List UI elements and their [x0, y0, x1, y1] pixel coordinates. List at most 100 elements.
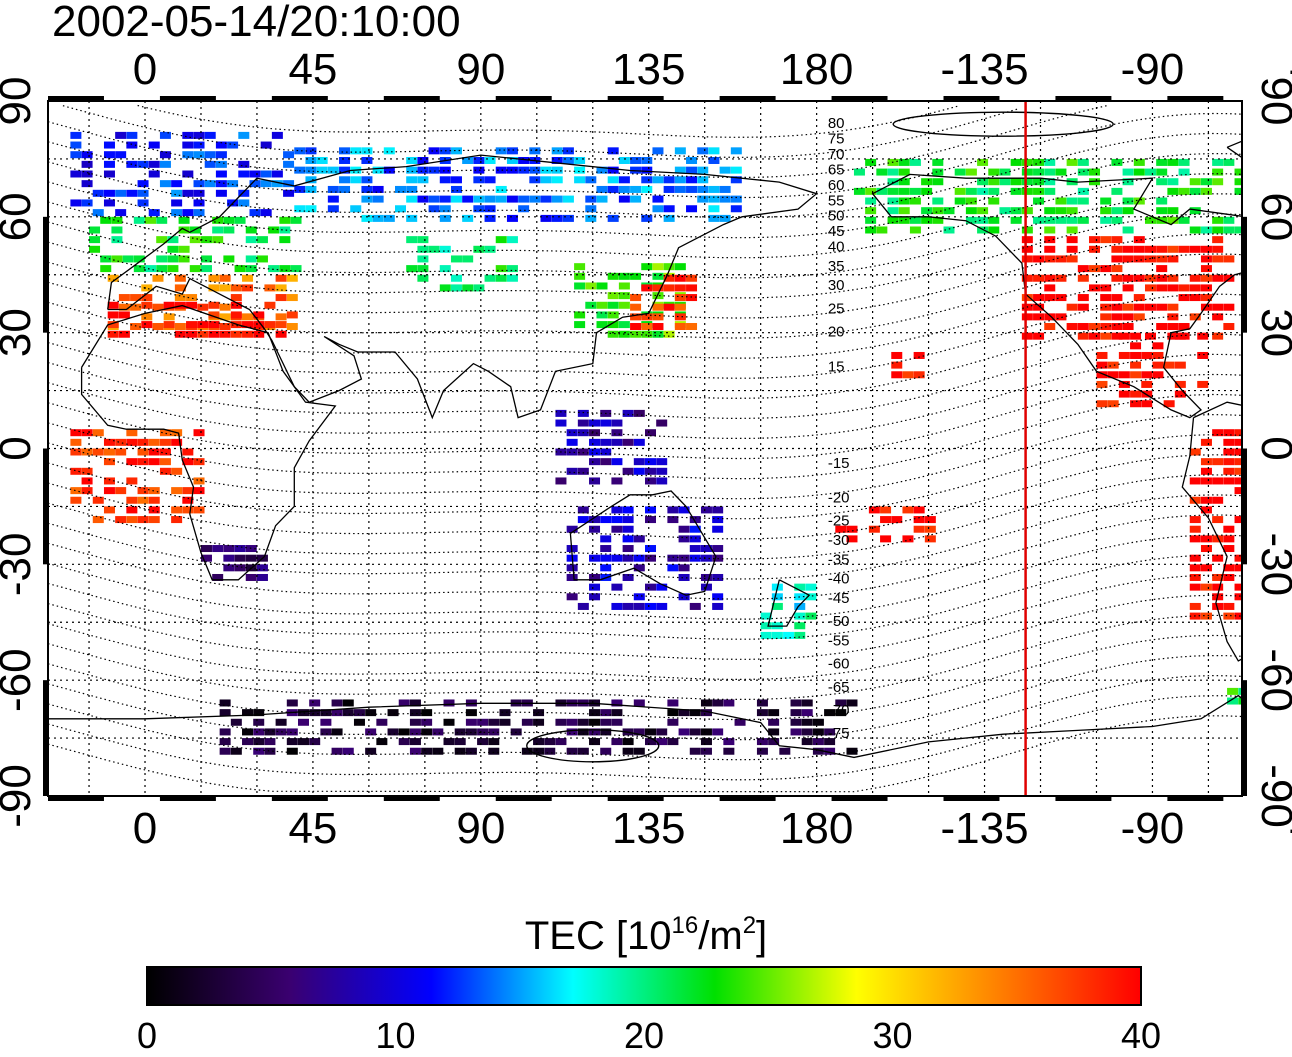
- tec-cell-mediterranean: [253, 330, 265, 338]
- tec-cell-north-america: [1212, 236, 1224, 244]
- tec-cell-new-zealand: [794, 583, 806, 591]
- tec-cell-mediterranean: [197, 321, 209, 329]
- tec-cell-antarctica: [432, 728, 444, 736]
- tec-cell-central-america: [1197, 332, 1209, 340]
- tec-cell-australia: [622, 602, 634, 610]
- tec-cell-alaska-canada: [1144, 168, 1156, 176]
- contour-label: 20: [828, 324, 845, 341]
- tec-cell-south-america: [1234, 458, 1242, 466]
- tec-cell-antarctica: [230, 747, 242, 755]
- frame-tick-bottom: [383, 796, 440, 801]
- tec-cell-antarctica: [477, 738, 489, 746]
- tec-cell-antarctica: [723, 738, 735, 746]
- tec-cell-africa-west: [137, 448, 149, 456]
- tec-cell-central-america: [1174, 361, 1186, 369]
- tec-cell-antarctica: [253, 728, 265, 736]
- tec-cell-europe-north: [70, 199, 82, 207]
- tec-cell-antarctica: [600, 747, 612, 755]
- tec-cell-australia: [656, 602, 668, 610]
- tec-cell-africa-west: [193, 477, 205, 485]
- tec-cell-europe-mid: [245, 265, 257, 273]
- tec-cell-australia: [611, 602, 623, 610]
- tec-cell-antarctica: [801, 718, 813, 726]
- tec-cell-europe-north: [148, 141, 160, 149]
- tec-cell-pacific-south: [835, 525, 847, 533]
- tec-cell-antarctica: [253, 747, 265, 755]
- right-lat-label: 60: [1252, 192, 1292, 241]
- tec-cell-alaska-canada: [1021, 158, 1033, 166]
- tec-cell-mediterranean: [286, 311, 298, 319]
- tec-cell-se-asia: [566, 448, 578, 456]
- tec-cell-antarctica: [275, 728, 287, 736]
- tec-cell-europe-north: [283, 151, 295, 159]
- tec-cell-antarctica: [645, 728, 656, 736]
- tec-cell-east-asia: [574, 321, 586, 329]
- tec-cell-north-america: [1033, 294, 1045, 302]
- tec-cell-siberia: [618, 185, 630, 193]
- tec-cell-mediterranean: [186, 330, 198, 338]
- tec-cell-antarctica: [365, 728, 377, 736]
- tec-cell-se-asia: [555, 409, 567, 417]
- tec-cell-north-america: [1200, 245, 1212, 253]
- tec-cell-siberia: [372, 166, 384, 174]
- magnetic-contour: [48, 333, 1242, 420]
- frame-tick-left: [43, 216, 48, 333]
- tec-cell-siberia: [417, 195, 429, 203]
- tec-cell-central-asia: [473, 245, 485, 253]
- tec-cell-north-america: [1066, 245, 1078, 253]
- tec-cell-mediterranean: [107, 301, 119, 309]
- tec-cell-antarctica: [656, 738, 668, 746]
- tec-cell-south-america: [1223, 525, 1235, 533]
- contour-label: 75: [828, 130, 845, 147]
- tec-cell-siberia: [462, 195, 474, 203]
- tec-cell-north-america: [1133, 313, 1145, 321]
- tec-cell-alaska-canada: [1234, 226, 1242, 234]
- tec-cell-alaska-canada: [999, 207, 1011, 215]
- tec-cell-south-america: [1200, 545, 1212, 553]
- tec-cell-alaska-canada: [1010, 178, 1022, 186]
- tec-cell-africa-west: [81, 477, 93, 485]
- tec-cell-europe-north: [103, 170, 115, 178]
- tec-cell-australia: [667, 554, 679, 562]
- tec-cell-antarctica: [454, 728, 466, 736]
- tec-cell-australia: [600, 545, 612, 553]
- tec-cell-se-asia: [566, 429, 578, 437]
- tec-cell-europe-south: [219, 323, 231, 331]
- tec-cell-se-asia: [622, 438, 634, 446]
- frame-tick-bottom: [495, 796, 552, 801]
- tec-cell-australia: [678, 554, 690, 562]
- tec-cell-alaska-canada: [988, 197, 1000, 205]
- colorbar: [146, 966, 1142, 1006]
- tec-cell-europe-north: [103, 189, 115, 197]
- tec-cell-south-america: [1223, 429, 1235, 437]
- tec-cell-mediterranean: [186, 301, 198, 309]
- bottom-lon-label: 180: [780, 804, 853, 853]
- bottom-lon-label: 135: [612, 804, 685, 853]
- tec-cell-central-asia: [450, 255, 462, 263]
- tec-cell-new-zealand: [771, 593, 783, 601]
- tec-cell-siberia: [450, 147, 462, 155]
- tec-cell-central-asia: [417, 274, 429, 282]
- tec-cell-mediterranean: [264, 321, 276, 329]
- tec-cell-africa-west: [126, 477, 138, 485]
- tec-cell-alaska-canada: [999, 168, 1011, 176]
- tec-cell-alaska-canada: [1167, 216, 1179, 224]
- tec-cell-east-asia: [607, 301, 619, 309]
- bottom-lon-label: -90: [1121, 804, 1185, 853]
- tec-cell-australia: [589, 554, 601, 562]
- tec-cell-new-zealand: [805, 593, 817, 601]
- tec-cell-se-asia: [656, 467, 668, 475]
- tec-cell-south-america: [1223, 458, 1235, 466]
- tec-cell-siberia: [294, 147, 306, 155]
- tec-cell-siberia: [305, 185, 317, 193]
- tec-cell-south-america: [0, 487, 3, 494]
- tec-cell-north-america: [1111, 255, 1123, 263]
- tec-cell-central-america: [1141, 351, 1153, 359]
- tec-cell-australia: [700, 545, 712, 553]
- tec-cell-alaska-canada: [1077, 216, 1089, 224]
- frame-tick-top: [271, 96, 328, 101]
- top-lon-label: -45: [1289, 45, 1292, 94]
- tec-cell-mediterranean: [208, 330, 220, 338]
- tec-cell-alaska-canada: [898, 216, 910, 224]
